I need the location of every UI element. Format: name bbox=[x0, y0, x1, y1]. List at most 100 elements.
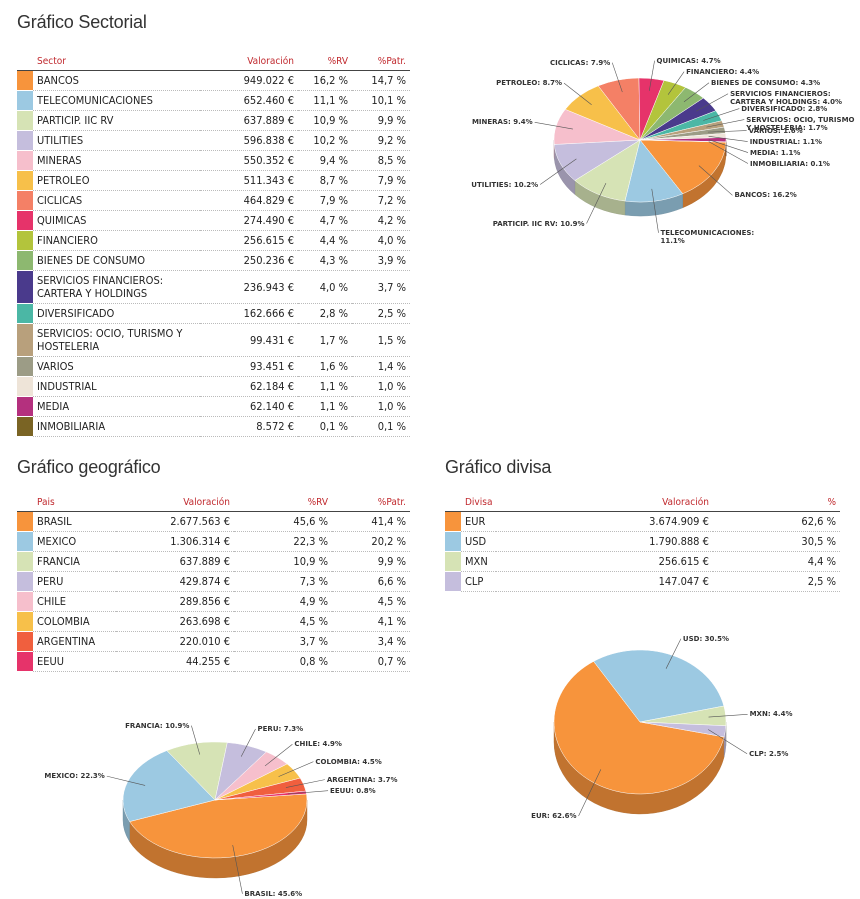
slice-label: MEDIA: 1.1% bbox=[749, 148, 801, 157]
section-title: Gráfico geográfico bbox=[17, 457, 161, 477]
pie-slice bbox=[639, 139, 727, 195]
color-swatch bbox=[17, 210, 33, 231]
row-label: DIVERSIFICADO bbox=[33, 303, 200, 324]
cell: 9,2 % bbox=[352, 130, 410, 151]
cell: 1.790.888 € bbox=[496, 531, 713, 552]
leader-line bbox=[578, 769, 602, 817]
slice-label: PARTICIP. IIC RV: 10.9% bbox=[492, 219, 585, 228]
slice-label: USD: 30.5% bbox=[682, 634, 729, 643]
data-table: Divisa Valoración% EUR 3.674.909 €62,6 % USD… bbox=[445, 494, 840, 592]
row-label: QUIMICAS bbox=[33, 210, 200, 231]
color-swatch bbox=[17, 376, 33, 397]
cell: 8.572 € bbox=[200, 416, 298, 437]
cell: 2,8 % bbox=[298, 303, 352, 324]
leader-line bbox=[611, 62, 623, 93]
row-label: INMOBILIARIA bbox=[33, 416, 200, 437]
cell: 93.451 € bbox=[200, 356, 298, 377]
leader-line bbox=[708, 141, 749, 164]
leader-line bbox=[683, 82, 710, 103]
table-row: MEXICO 1.306.314 €22,3 % 20,2 % bbox=[17, 531, 410, 552]
cell: 11,1 % bbox=[298, 90, 352, 111]
header-row: Divisa Valoración% bbox=[445, 494, 840, 512]
row-label: FINANCIERO bbox=[33, 230, 200, 251]
slice-label: INMOBILIARIA: 0.1% bbox=[749, 159, 830, 168]
leader-line bbox=[106, 775, 146, 786]
table-row: INDUSTRIAL 62.184 €1,1 % 1,0 % bbox=[17, 376, 410, 397]
row-label: MINERAS bbox=[33, 150, 200, 171]
cell: 274.490 € bbox=[200, 210, 298, 231]
cell: 289.856 € bbox=[116, 591, 234, 612]
slice-label: EUR: 62.6% bbox=[531, 812, 577, 820]
cell: 637.889 € bbox=[116, 551, 234, 572]
color-swatch bbox=[17, 531, 33, 552]
row-label: BANCOS bbox=[33, 70, 200, 91]
row-label: PERU bbox=[33, 571, 116, 592]
row-label: PETROLEO bbox=[33, 170, 200, 191]
cell: 162.666 € bbox=[200, 303, 298, 324]
cell: 236.943 € bbox=[200, 270, 298, 304]
cell: 14,7 % bbox=[352, 70, 410, 91]
pie-slice bbox=[553, 661, 725, 795]
cell: 4,1 % bbox=[332, 611, 410, 632]
color-swatch bbox=[17, 571, 33, 592]
cell: 147.047 € bbox=[496, 571, 713, 592]
table-row: BIENES DE CONSUMO 250.236 €4,3 % 3,9 % bbox=[17, 250, 410, 271]
cell: 62,6 % bbox=[712, 511, 840, 532]
cell: 3,4 % bbox=[332, 631, 410, 652]
cell: 250.236 € bbox=[200, 250, 298, 271]
column-header: Valoración bbox=[200, 53, 298, 71]
header-row: Pais Valoración %RV %Patr. bbox=[17, 494, 410, 512]
column-header: %Patr. bbox=[332, 494, 410, 512]
cell: 637.889 € bbox=[200, 110, 298, 131]
row-label: VARIOS bbox=[33, 356, 200, 377]
leader-line bbox=[586, 182, 607, 224]
cell: 464.829 € bbox=[200, 190, 298, 211]
table-row: PARTICIP. IIC RV 637.889 €10,9 % 9,9 % bbox=[17, 110, 410, 131]
cell: 4,0 % bbox=[352, 230, 410, 251]
color-swatch bbox=[17, 651, 33, 672]
table-row: CLP 147.047 €2,5 % bbox=[445, 571, 840, 592]
table-row: UTILITIES 596.838 €10,2 % 9,2 % bbox=[17, 130, 410, 151]
table-row: TELECOMUNICACIONES 652.460 €11,1 % 10,1 % bbox=[17, 90, 410, 111]
column-header: Pais bbox=[17, 494, 116, 512]
cell: 4,4 % bbox=[298, 230, 352, 251]
cell: 596.838 € bbox=[200, 130, 298, 151]
slice-label: CICLICAS: 7.9% bbox=[550, 58, 611, 67]
color-swatch bbox=[17, 170, 33, 191]
leader-line bbox=[667, 71, 685, 95]
row-label: SERVICIOS: OCIO, TURISMO Y HOSTELERIA bbox=[33, 323, 200, 357]
color-swatch bbox=[445, 551, 461, 572]
data-table: Sector Valoración %RV %Patr. BANCOS 949.022 €… bbox=[17, 53, 410, 437]
data-table: Pais Valoración %RV %Patr. BRASIL 2.677.563 €… bbox=[17, 494, 410, 672]
table-row: FINANCIERO 256.615 €4,4 % 4,0 % bbox=[17, 230, 410, 251]
leader-line bbox=[708, 135, 748, 142]
color-swatch bbox=[17, 130, 33, 151]
cell: 429.874 € bbox=[116, 571, 234, 592]
row-label: USD bbox=[461, 531, 497, 552]
slice-label: UTILITIES: 10.2% bbox=[471, 180, 539, 189]
cell: 1,6 % bbox=[298, 356, 352, 377]
cell: 3,7 % bbox=[234, 631, 332, 652]
slice-label: CHILE: 4.9% bbox=[294, 740, 342, 749]
cell: 7,9 % bbox=[298, 190, 352, 211]
slice-label: FRANCIA: 10.9% bbox=[125, 721, 190, 730]
table-row: EUR 3.674.909 €62,6 % bbox=[445, 511, 840, 532]
cell: 652.460 € bbox=[200, 90, 298, 111]
slice-label: FINANCIERO: 4.4% bbox=[686, 67, 760, 76]
cell: 4,2 % bbox=[352, 210, 410, 231]
slice-label: EEUU: 0.8% bbox=[330, 786, 376, 795]
column-header: %Patr. bbox=[352, 53, 410, 71]
cell: 44.255 € bbox=[116, 651, 234, 672]
cell: 4,4 % bbox=[712, 551, 840, 572]
slice-label: MXN: 4.4% bbox=[749, 710, 793, 719]
table-row: FRANCIA 637.889 €10,9 % 9,9 % bbox=[17, 551, 410, 572]
slice-label: MINERAS: 9.4% bbox=[471, 118, 533, 127]
leader-line bbox=[563, 82, 592, 105]
cell: 3,9 % bbox=[352, 250, 410, 271]
color-swatch bbox=[17, 611, 33, 632]
slice-label: PETROLEO: 8.7% bbox=[496, 79, 563, 88]
cell: 256.615 € bbox=[200, 230, 298, 251]
table-row: COLOMBIA 263.698 €4,5 % 4,1 % bbox=[17, 611, 410, 632]
column-header: %RV bbox=[298, 53, 352, 71]
